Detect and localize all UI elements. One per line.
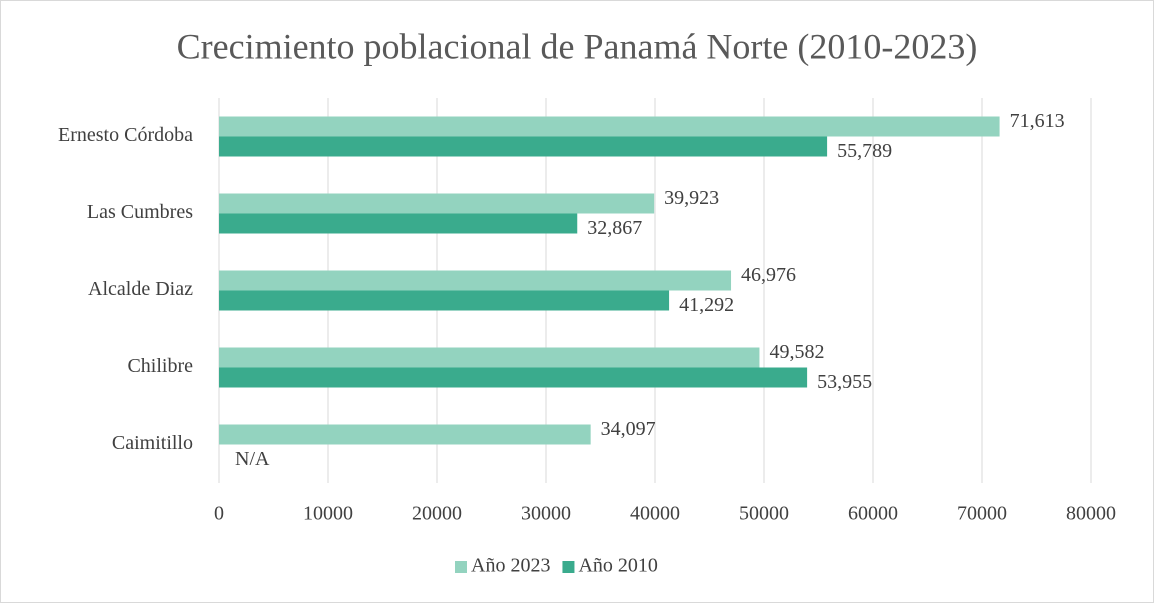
data-label: 32,867 (587, 217, 642, 239)
data-label: 53,955 (817, 371, 872, 393)
x-tick-label: 50000 (739, 503, 789, 525)
legend-swatch (455, 561, 467, 573)
x-tick-label: 20000 (412, 503, 462, 525)
chart-title: Crecimiento poblacional de Panamá Norte … (177, 26, 978, 66)
legend-swatch (562, 561, 575, 573)
x-tick-label: 70000 (957, 503, 1007, 525)
y-tick-label: Las Cumbres (87, 201, 193, 223)
x-tick-label: 10000 (303, 503, 353, 525)
legend-label: Año 2023 (471, 555, 550, 577)
legend-label: Año 2010 (578, 555, 657, 577)
data-label: 46,976 (741, 264, 796, 286)
bar (219, 213, 578, 234)
data-label: N/A (235, 448, 270, 470)
data-label: 39,923 (664, 187, 719, 209)
bar (219, 193, 655, 214)
x-tick-label: 40000 (630, 503, 680, 525)
y-tick-label: Alcalde Diaz (88, 278, 193, 300)
x-tick-label: 80000 (1066, 503, 1116, 525)
x-tick-label: 30000 (521, 503, 571, 525)
data-label: 55,789 (837, 140, 892, 162)
bar (219, 290, 670, 311)
y-tick-label: Chilibre (127, 355, 193, 377)
data-label: 71,613 (1010, 110, 1065, 132)
y-tick-label: Ernesto Córdoba (58, 124, 193, 146)
data-label: 49,582 (769, 341, 824, 363)
bar (219, 270, 732, 291)
bar (219, 136, 828, 157)
bar (219, 367, 808, 388)
data-label: 34,097 (601, 418, 656, 440)
x-tick-label: 60000 (848, 503, 898, 525)
data-label: 41,292 (679, 294, 734, 316)
bar (219, 347, 760, 368)
bar (219, 116, 1000, 137)
x-tick-label: 0 (214, 503, 224, 525)
y-tick-label: Caimitillo (112, 432, 193, 454)
bar (219, 424, 591, 445)
